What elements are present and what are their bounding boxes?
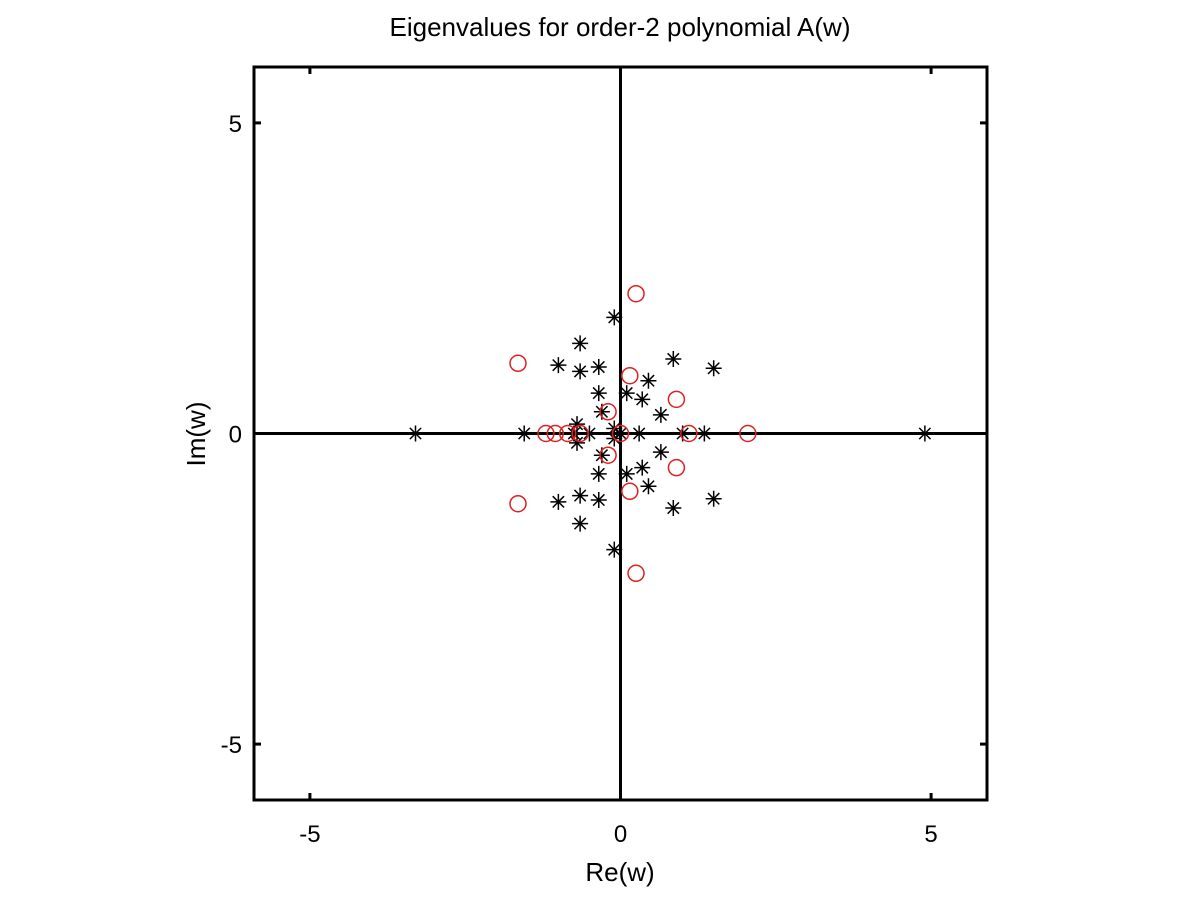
circle-marker xyxy=(739,424,757,443)
asterisk-marker xyxy=(618,385,635,402)
x-tick-label: 5 xyxy=(924,821,937,848)
asterisk-marker xyxy=(572,515,589,532)
asterisk-marker xyxy=(593,403,610,420)
asterisk-marker xyxy=(618,465,635,482)
asterisk-marker xyxy=(674,425,691,442)
tick-labels: -5 0 5 -5 0 5 xyxy=(221,111,938,848)
circle-marker xyxy=(599,446,617,464)
circle-marker xyxy=(611,424,630,443)
circle-marker xyxy=(621,482,639,501)
asterisk-marker xyxy=(593,447,610,464)
asterisk-marker xyxy=(665,350,682,367)
asterisk-marker xyxy=(565,425,582,442)
x-axis-label: Re(w) xyxy=(585,857,654,887)
asterisk-marker xyxy=(606,309,623,326)
x-tick-label: -5 xyxy=(299,821,320,848)
asterisk-marker xyxy=(705,490,722,507)
asterisk-marker xyxy=(612,425,629,442)
asterisk-marker xyxy=(572,335,589,352)
asterisk-marker xyxy=(640,478,657,495)
asterisk-marker xyxy=(916,425,933,442)
asterisk-marker xyxy=(590,359,607,376)
y-tick-label: -5 xyxy=(221,732,242,759)
y-axis-label: Im(w) xyxy=(181,402,211,467)
circle-marker xyxy=(599,403,617,421)
circle-marker xyxy=(571,424,589,443)
asterisk-marker xyxy=(550,493,567,510)
x-tick-label: 0 xyxy=(614,821,627,848)
asterisk-marker xyxy=(581,425,598,442)
asterisk-marker xyxy=(640,372,657,389)
asterisk-marker xyxy=(696,425,713,442)
data-markers xyxy=(407,284,933,583)
asterisk-marker xyxy=(590,385,607,402)
asterisk-marker xyxy=(652,444,669,461)
asterisk-marker xyxy=(516,425,533,442)
y-tick-label: 5 xyxy=(229,111,242,138)
asterisk-marker xyxy=(407,425,424,442)
plot-frame xyxy=(252,65,989,802)
chart-title: Eigenvalues for order-2 polynomial A(w) xyxy=(390,12,851,42)
asterisk-marker xyxy=(590,465,607,482)
asterisk-marker xyxy=(572,363,589,380)
asterisk-marker xyxy=(590,491,607,508)
asterisk-marker xyxy=(569,434,586,451)
circle-marker xyxy=(546,424,565,443)
circle-marker xyxy=(680,424,698,443)
y-tick-label: 0 xyxy=(229,422,242,449)
circle-marker xyxy=(509,354,527,373)
asterisk-marker xyxy=(634,459,651,476)
asterisk-marker xyxy=(631,425,648,442)
circle-marker xyxy=(667,390,686,409)
circle-marker xyxy=(627,564,645,583)
asterisk-marker xyxy=(569,416,586,433)
asterisk-marker xyxy=(606,541,623,558)
asterisk-marker xyxy=(572,487,589,504)
circle-marker xyxy=(509,494,527,513)
circle-marker xyxy=(558,424,577,443)
asterisk-marker xyxy=(705,360,722,377)
circle-marker xyxy=(621,366,639,385)
asterisk-marker xyxy=(665,500,682,517)
circle-marker xyxy=(537,424,555,443)
asterisk-marker xyxy=(652,406,669,423)
asterisk-marker xyxy=(634,391,651,408)
circle-marker xyxy=(667,458,686,477)
asterisk-marker xyxy=(550,357,567,374)
circle-marker xyxy=(627,284,645,303)
